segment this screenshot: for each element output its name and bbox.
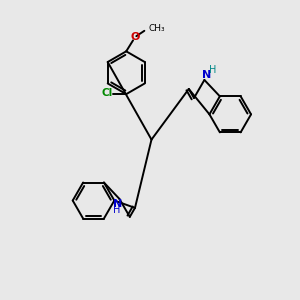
Text: H: H <box>113 205 120 215</box>
Text: CH₃: CH₃ <box>149 24 165 33</box>
Text: O: O <box>130 32 140 42</box>
Text: Cl: Cl <box>102 88 113 98</box>
Text: N: N <box>202 70 211 80</box>
Text: N: N <box>113 199 122 209</box>
Text: H: H <box>209 65 216 76</box>
